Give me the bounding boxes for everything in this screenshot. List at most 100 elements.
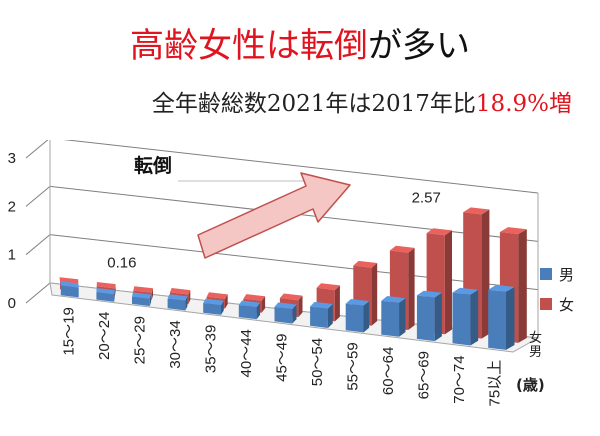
x-tick-label: 70～74: [451, 355, 468, 403]
bar-side: [470, 289, 479, 346]
bar-top: [274, 302, 297, 310]
bar-male: [381, 296, 406, 337]
bar-male: [274, 302, 297, 324]
bar-top: [167, 294, 188, 301]
bar-male: [60, 281, 79, 298]
bar-side: [151, 288, 153, 300]
bar-front: [452, 292, 471, 346]
legend-swatch: [540, 268, 552, 280]
bar-male: [96, 288, 115, 302]
legend-label: 男: [559, 266, 574, 284]
bar-top: [206, 292, 228, 299]
bar-side: [518, 229, 527, 343]
bar-top: [170, 288, 191, 295]
gridline-side: [25, 234, 51, 256]
bar-front: [167, 298, 186, 311]
bar-side: [444, 230, 452, 335]
bar-side: [188, 290, 191, 305]
page-title: 高齢女性は転倒が多い: [0, 24, 600, 68]
x-axis-label: (歳): [516, 376, 545, 394]
bar-top: [132, 292, 152, 299]
bar-top: [452, 287, 479, 295]
bar-top: [463, 207, 490, 215]
bar-front: [203, 303, 221, 315]
bar-top: [426, 228, 452, 236]
bar-top: [416, 290, 442, 298]
subtitle-black-part: 全年齢総数2021年は2017年比: [151, 91, 476, 117]
bar-front: [345, 303, 364, 333]
data-label: 0.16: [107, 254, 136, 271]
y-tick-label: 0: [8, 295, 16, 312]
bar-side: [363, 301, 370, 333]
x-tick-label: 40～44: [238, 329, 255, 377]
bar-top: [353, 260, 378, 268]
title-red-part: 高齢女性は転倒: [130, 26, 368, 66]
bar-side: [506, 287, 515, 350]
x-tick-label: 60～64: [380, 347, 397, 395]
bar-side: [225, 294, 228, 309]
bar-top: [238, 300, 261, 308]
bar-side: [149, 294, 152, 307]
y-tick-label: 3: [8, 150, 16, 167]
bar-top: [96, 288, 115, 295]
bar-side: [481, 209, 490, 339]
bar-side: [408, 247, 415, 330]
bar-male: [310, 301, 333, 328]
bar-side: [434, 292, 442, 342]
bar-top: [389, 245, 415, 253]
x-tick-label: 50～54: [309, 338, 326, 386]
x-tick-label: 15～19: [61, 307, 78, 355]
bar-side: [221, 300, 224, 315]
bar-male: [203, 298, 224, 315]
bar-top: [316, 283, 340, 290]
bar-top: [133, 286, 153, 293]
bar-top: [203, 298, 224, 306]
depth-label: 女: [529, 330, 542, 346]
bar-top: [488, 284, 515, 292]
bar-top: [279, 293, 303, 301]
x-tick-label: 55～59: [344, 342, 361, 390]
bar-male: [452, 287, 479, 346]
bar-male: [488, 284, 515, 350]
x-tick-label: 75以上: [486, 360, 503, 407]
gridline: [63, 140, 539, 194]
bar-top: [345, 299, 370, 306]
x-tick-label: 35～39: [203, 325, 220, 373]
gridline-side: [25, 185, 51, 207]
bar-top: [499, 227, 527, 235]
gridline-side: [25, 140, 49, 159]
bar-top: [243, 294, 266, 301]
bar-side: [114, 290, 115, 302]
subtitle-red-part: 18.9%増: [475, 91, 572, 117]
y-tick-label: 2: [8, 198, 16, 215]
x-tick-label: 30～34: [167, 320, 184, 368]
bar-side: [256, 302, 261, 320]
bar-male: [167, 294, 188, 311]
depth-label: 男: [529, 345, 542, 360]
title-black-part: が多い: [368, 26, 470, 66]
bar-male: [345, 299, 370, 333]
bar-male: [416, 290, 442, 342]
bar-front: [381, 300, 400, 337]
bar-front: [416, 295, 435, 342]
legend-label: 女: [559, 296, 574, 314]
x-tick-label: 20～24: [96, 312, 113, 360]
gridline: [49, 234, 539, 291]
bar-male: [132, 292, 152, 307]
bar-male: [238, 300, 261, 320]
bar-top: [310, 301, 333, 309]
bar-side: [371, 263, 378, 326]
bar-side: [185, 296, 188, 311]
chart-title: 転倒: [134, 154, 172, 177]
bar-chart: 0 1 2 3 15～19 20～24 25～29 30～34 35～39 40～44 45～49 5…: [8, 140, 574, 407]
bar-top: [60, 281, 79, 288]
bar-front: [238, 305, 257, 320]
page-subtitle: 全年齢総数2021年は2017年比18.9%増: [152, 88, 572, 120]
bar-side: [334, 285, 340, 322]
bar-top: [381, 296, 406, 303]
y-tick-label: 1: [8, 247, 16, 264]
bar-side: [298, 295, 303, 318]
data-label: 2.57: [412, 189, 441, 206]
bar-front: [132, 296, 150, 307]
bar-top: [59, 277, 79, 284]
